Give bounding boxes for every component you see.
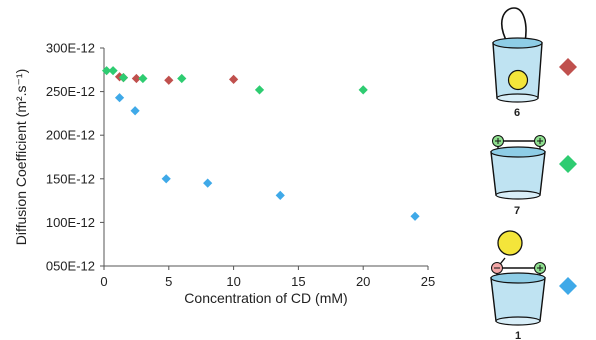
x-tick-label: 10: [226, 274, 240, 289]
data-point-series-1: [275, 190, 285, 200]
legend-label-6: 6: [514, 107, 520, 119]
y-tick-label: 250E-12: [46, 84, 95, 99]
data-point-series-7: [101, 66, 112, 76]
data-point-series-7: [358, 85, 368, 95]
data-point-series-7: [138, 73, 148, 84]
y-tick-label: 300E-12: [46, 41, 95, 56]
y-axis-title: Diffusion Coefficient (m².s⁻¹): [13, 69, 29, 245]
x-tick-label: 20: [356, 274, 370, 289]
legend: 6 7: [490, 7, 577, 340]
x-tick-label: 25: [421, 274, 435, 289]
legend-label-1: 1: [515, 330, 521, 340]
cyclodextrin-with-handle-and-guest-icon: [492, 7, 543, 103]
data-point-series-7: [108, 66, 118, 76]
data-point-series-6: [164, 75, 174, 85]
x-tick-label: 5: [165, 274, 172, 289]
cyclodextrin-with-tethered-guest-icon: [490, 230, 546, 326]
data-point-series-7: [118, 73, 129, 83]
data-point-series-6: [229, 74, 239, 84]
x-ticks: 0 5 10 15 20 25: [100, 266, 435, 289]
data-point-series-7: [177, 73, 187, 84]
data-point-series-1: [161, 174, 171, 184]
data-point-series-1: [410, 211, 420, 221]
data-point-series-7: [254, 85, 265, 95]
y-tick-label: 200E-12: [46, 128, 95, 143]
legend-marker-7: [559, 155, 577, 173]
legend-item-1: 1: [490, 230, 577, 340]
legend-marker-1: [559, 277, 577, 295]
axes: [103, 48, 428, 267]
y-tick-label: 150E-12: [46, 171, 95, 186]
y-tick-label: 050E-12: [46, 259, 95, 274]
data-point-series-1: [114, 93, 125, 103]
data-point-series-6: [114, 72, 125, 82]
legend-item-6: 6: [492, 7, 577, 119]
cyclodextrin-with-two-charged-groups-icon: [490, 135, 546, 200]
data-point-series-6: [131, 73, 141, 84]
data-point-series-1: [203, 178, 213, 188]
data-point-series-1: [130, 106, 140, 116]
x-axis-title: Concentration of CD (mM): [184, 290, 347, 306]
legend-label-7: 7: [514, 205, 520, 217]
y-ticks: 050E-12 100E-12 150E-12 200E-12 250E-12 300E-…: [46, 41, 104, 274]
x-tick-label: 0: [100, 274, 107, 289]
y-tick-label: 100E-12: [46, 215, 95, 230]
x-tick-label: 15: [291, 274, 305, 289]
legend-marker-6: [559, 58, 577, 76]
legend-item-7: 7: [490, 135, 577, 217]
data-points: [101, 66, 420, 221]
